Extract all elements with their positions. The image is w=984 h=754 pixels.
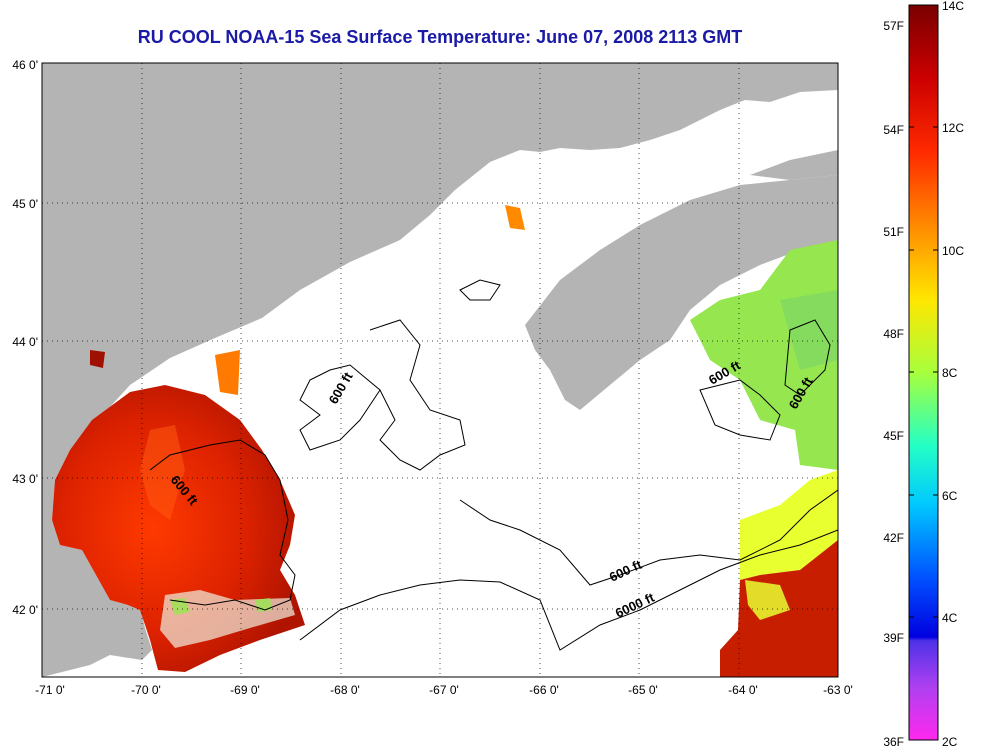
lat-label: 44 0'	[12, 335, 38, 349]
lon-label: -70 0'	[131, 683, 161, 697]
colorbar-label-c: 2C	[942, 735, 958, 749]
lon-label: -67 0'	[429, 683, 459, 697]
lon-label: -69 0'	[230, 683, 260, 697]
contour-600ft-east	[459, 489, 838, 586]
colorbar-label-f: 57F	[883, 19, 904, 33]
colorbar-label-c: 12C	[942, 121, 964, 135]
contour-6000ft	[299, 529, 838, 651]
lat-label: 46 0'	[12, 58, 38, 72]
colorbar-label-f: 54F	[883, 123, 904, 137]
lon-label: -68 0'	[330, 683, 360, 697]
colorbar-label-f: 48F	[883, 327, 904, 341]
land-new-england	[42, 63, 520, 677]
colorbar-label-c: 4C	[942, 611, 958, 625]
sst-yellow-east	[740, 470, 838, 580]
lon-label: -71 0'	[35, 683, 65, 697]
colorbar-label-c: 6C	[942, 489, 958, 503]
colorbar-label-f: 45F	[883, 429, 904, 443]
contour-600ft-west	[149, 439, 296, 611]
colorbar-label-f: 42F	[883, 531, 904, 545]
lon-label: -63 0'	[823, 683, 853, 697]
colorbar-label-c: 10C	[942, 244, 964, 258]
lon-label: -66 0'	[529, 683, 559, 697]
colorbar-label-f: 36F	[883, 735, 904, 749]
lat-label: 42 0'	[12, 603, 38, 617]
map-title: RU COOL NOAA-15 Sea Surface Temperature:…	[137, 27, 743, 47]
colorbar-label-f: 51F	[883, 225, 904, 239]
colorbar-label-c: 8C	[942, 366, 958, 380]
lat-label: 43 0'	[12, 472, 38, 486]
land-new-brunswick	[520, 63, 838, 152]
contour-600ft-central	[299, 364, 381, 451]
lat-label: 45 0'	[12, 197, 38, 211]
colorbar-label-c: 14C	[942, 0, 964, 13]
lon-label: -64 0'	[728, 683, 758, 697]
land-nova-scotia	[525, 175, 838, 410]
colorbar-label-f: 39F	[883, 631, 904, 645]
map-area	[42, 63, 838, 677]
lon-label: -65 0'	[628, 683, 658, 697]
